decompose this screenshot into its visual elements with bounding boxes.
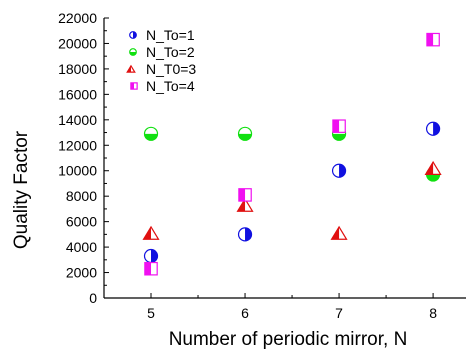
marker-fill — [237, 198, 246, 212]
marker-fill — [144, 133, 158, 141]
data-point-s3-3 — [330, 225, 348, 240]
y-tick-label: 20000 — [58, 35, 97, 51]
data-point-s3-4 — [424, 160, 442, 175]
y-tick-label: 2000 — [66, 265, 97, 281]
y-tick-label: 10000 — [58, 163, 97, 179]
data-point-s4-3 — [332, 119, 346, 133]
x-tick-label: 7 — [335, 305, 343, 321]
legend-icon-s2 — [129, 48, 137, 56]
x-tick-label: 8 — [429, 305, 437, 321]
legend-icon-s3 — [126, 64, 136, 73]
x-tick-label: 5 — [147, 305, 155, 321]
marker-fill — [426, 33, 434, 46]
marker-fill — [332, 120, 340, 133]
data-point-s4-4 — [426, 32, 440, 47]
legend-icon-s1 — [129, 31, 137, 39]
y-tick-label: 18000 — [58, 61, 97, 77]
marker-fill — [238, 188, 246, 202]
data-points — [142, 32, 442, 276]
marker-fill — [127, 65, 131, 73]
marker-fill — [425, 162, 434, 175]
data-point-s1-2 — [237, 227, 253, 242]
marker-fill — [331, 226, 340, 240]
y-tick-label: 14000 — [58, 112, 97, 128]
marker-fill — [151, 249, 158, 263]
y-tick-label: 8000 — [66, 188, 97, 204]
data-point-s1-4 — [425, 121, 441, 136]
marker-fill — [433, 122, 440, 136]
y-tick-label: 0 — [89, 290, 97, 306]
marker-fill — [332, 133, 346, 141]
marker-fill — [130, 82, 134, 90]
y-tick-label: 6000 — [66, 214, 97, 230]
legend-icon-s4 — [130, 82, 138, 90]
y-tick-label: 16000 — [58, 86, 97, 102]
y-tick-label: 22000 — [58, 10, 97, 26]
y-tick-label: 12000 — [58, 137, 97, 153]
marker-fill — [143, 226, 152, 240]
legend: N_To=1N_To=2N_T0=3N_To=4 — [126, 27, 196, 94]
axes — [103, 18, 466, 299]
x-axis-label: Number of periodic mirror, N — [169, 329, 408, 350]
y-axis-label: Quality Factor — [11, 130, 32, 249]
marker-fill — [245, 227, 252, 241]
data-point-s2-2 — [237, 126, 253, 141]
x-tick-label: 6 — [241, 305, 249, 321]
data-point-s4-1 — [144, 261, 158, 276]
marker-fill — [238, 133, 252, 141]
axis-ticks: 0 2000 4000 6000 8000 10000 12000 14000 16000 180… — [58, 10, 437, 321]
marker-fill — [339, 164, 346, 178]
data-point-s4-2 — [238, 188, 252, 202]
data-point-s3-1 — [142, 225, 160, 240]
marker-fill — [129, 52, 137, 56]
y-tick-label: 4000 — [66, 239, 97, 255]
marker-fill — [144, 262, 152, 275]
legend-label-s4: N_To=4 — [146, 78, 195, 94]
legend-label-s2: N_To=2 — [146, 44, 195, 60]
data-point-s2-1 — [143, 126, 159, 141]
legend-label-s3: N_T0=3 — [146, 61, 196, 77]
legend-label-s1: N_To=1 — [146, 27, 195, 43]
marker-fill — [426, 174, 440, 182]
data-point-s3-2 — [236, 197, 254, 212]
data-point-s1-3 — [331, 163, 347, 178]
data-point-s1-1 — [143, 248, 159, 264]
marker-fill — [133, 31, 137, 39]
